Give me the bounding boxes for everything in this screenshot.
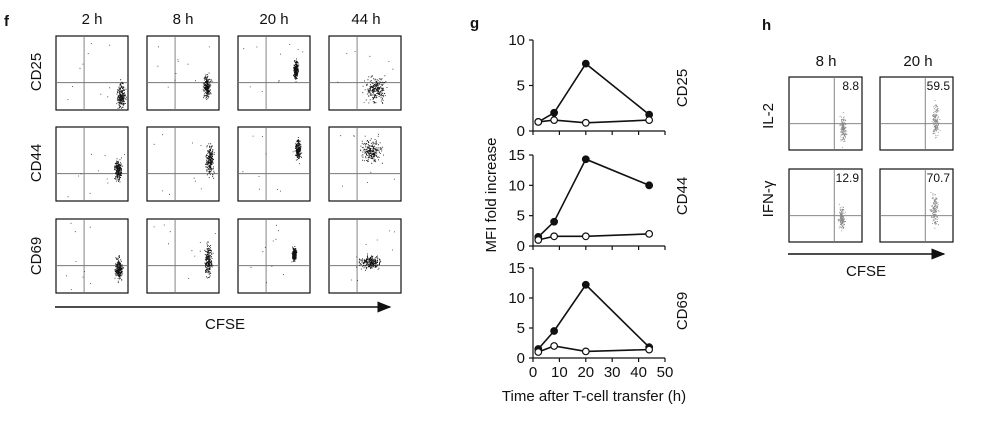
g-point-open <box>534 236 543 244</box>
g-subplot-cd44: 0 5 10 15 <box>508 147 666 255</box>
g-point-open <box>581 347 590 356</box>
g-point-open <box>550 116 559 124</box>
f-facs-box <box>55 218 129 294</box>
f-facs-box <box>328 218 402 294</box>
h-dot-cloud <box>837 203 846 232</box>
g-series-open-line <box>538 233 650 241</box>
h-dot-cloud <box>839 112 848 148</box>
g-series-open-line <box>538 345 650 353</box>
g-point-open <box>645 229 654 238</box>
f-facs-box <box>237 35 311 111</box>
g-ytick-label: 15 <box>508 147 525 164</box>
h-dot-cloud <box>931 100 941 139</box>
g-ytick-label: 15 <box>508 260 525 277</box>
h-facs-box: 12.9 <box>788 168 863 243</box>
g-ytick-label: 0 <box>517 123 525 140</box>
h-facs-box: 70.7 <box>879 168 954 243</box>
g-point-filled <box>550 108 559 117</box>
g-subplot-cd25: 0 5 10 <box>508 32 666 140</box>
g-point-filled <box>645 181 654 190</box>
f-marker-cd44: CD44 <box>28 144 45 182</box>
g-point-open <box>534 348 543 356</box>
f-time-20h: 20 h <box>259 11 288 28</box>
f-marker-cd69: CD69 <box>28 237 45 275</box>
g-xtick-label: 0 <box>529 364 537 381</box>
h-percentage: 59.5 <box>927 79 951 93</box>
g-ytick-label: 5 <box>517 208 525 225</box>
g-point-open <box>550 342 559 350</box>
f-facs-box <box>237 126 311 202</box>
g-point-filled <box>550 327 559 335</box>
f-facs-box <box>55 126 129 202</box>
g-xlabel: Time after T-cell transfer (h) <box>502 388 686 405</box>
f-dot-cloud <box>153 224 216 279</box>
panel-f-label: f <box>4 13 10 30</box>
h-facs-box: 59.5 <box>879 76 954 151</box>
f-marker-cd25: CD25 <box>28 53 45 91</box>
g-series-filled-line <box>537 158 650 238</box>
g-series-filled-line <box>537 283 650 350</box>
f-dot-cloud <box>340 133 395 187</box>
g-xtick-label: 50 <box>657 364 674 381</box>
g-point-open <box>645 116 654 124</box>
g-ylabel: MFI fold increase <box>483 137 500 252</box>
g-ytick-label: 5 <box>517 320 525 337</box>
g-point-open <box>645 345 654 354</box>
g-series-open-line <box>538 119 650 124</box>
h-marker-ifng: IFN-γ <box>760 180 777 217</box>
g-xtick-label: 40 <box>630 364 647 381</box>
h-percentage: 70.7 <box>927 171 951 185</box>
h-percentage: 12.9 <box>836 171 860 185</box>
g-marker-cd25: CD25 <box>674 69 691 107</box>
g-ytick-label: 5 <box>517 78 525 95</box>
g-point-open <box>534 117 543 126</box>
g-axes <box>532 155 665 247</box>
f-facs-box <box>55 35 129 111</box>
g-ytick-label: 10 <box>508 32 525 49</box>
g-point-filled <box>581 280 590 289</box>
f-time-44h: 44 h <box>351 11 380 28</box>
f-cfse-label: CFSE <box>205 316 245 333</box>
f-time-2h: 2 h <box>82 11 103 28</box>
g-point-open <box>581 232 590 241</box>
h-percentage: 8.8 <box>842 79 859 93</box>
f-facs-box <box>237 218 311 294</box>
g-ytick-label: 0 <box>517 350 525 367</box>
panel-h-label: h <box>762 17 771 34</box>
h-time-8h: 8 h <box>816 53 837 70</box>
h-facs-grid: 8.8 59.5 12.9 70.7 <box>788 76 954 243</box>
g-point-filled <box>550 217 559 226</box>
g-point-filled <box>581 155 590 164</box>
f-facs-box <box>328 126 402 202</box>
h-time-20h: 20 h <box>903 53 932 70</box>
g-xtick-label: 20 <box>577 364 594 381</box>
f-facs-grid <box>55 35 402 294</box>
g-ytick-label: 10 <box>508 290 525 307</box>
f-time-8h: 8 h <box>173 11 194 28</box>
f-facs-box <box>146 35 220 111</box>
h-dot-cloud <box>929 192 940 229</box>
h-facs-box: 8.8 <box>788 76 863 151</box>
h-marker-il2: IL-2 <box>760 103 777 129</box>
g-xtick-label: 10 <box>551 364 568 381</box>
g-series-filled-line <box>537 62 650 123</box>
g-point-open <box>550 232 559 241</box>
g-marker-cd69: CD69 <box>674 292 691 330</box>
f-facs-box <box>328 35 402 111</box>
f-facs-box <box>146 218 220 294</box>
g-subplot-cd69: 0 5 10 15 0 10 20 30 40 50 <box>508 260 673 381</box>
h-cfse-label: CFSE <box>846 263 886 280</box>
g-marker-cd44: CD44 <box>674 177 691 215</box>
f-facs-box <box>146 126 220 202</box>
g-line-plots: 0 5 10 0 5 10 15 0 5 10 15 0 10 20 30 40 50 <box>508 32 673 381</box>
g-ytick-label: 10 <box>508 177 525 194</box>
panel-g-label: g <box>470 15 479 32</box>
g-xtick-label: 30 <box>604 364 621 381</box>
g-point-filled <box>581 59 590 68</box>
g-point-open <box>581 118 590 127</box>
g-ytick-label: 0 <box>517 238 525 255</box>
f-dot-cloud <box>67 43 127 109</box>
